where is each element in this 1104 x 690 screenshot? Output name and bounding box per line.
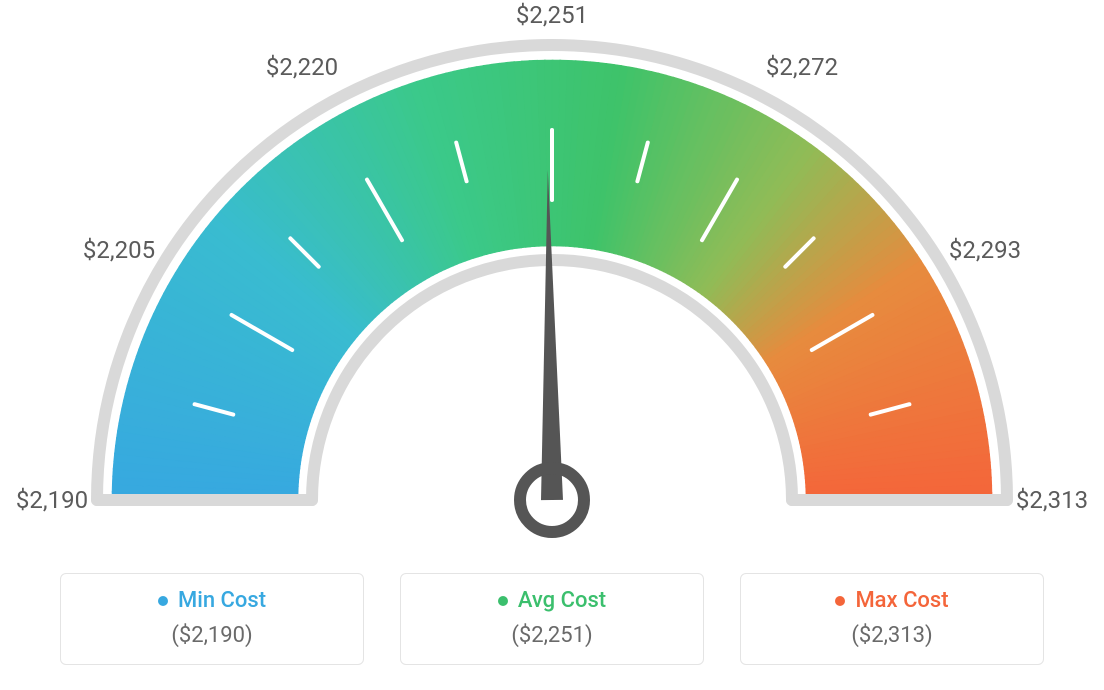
gauge-tick-label: $2,272 — [766, 53, 838, 81]
legend-label-max: Max Cost — [855, 588, 948, 613]
legend-value-min: ($2,190) — [71, 623, 353, 648]
legend-value-avg: ($2,251) — [411, 623, 693, 648]
legend-dot-avg — [498, 596, 508, 606]
legend-dot-min — [158, 596, 168, 606]
legend-card-avg: Avg Cost ($2,251) — [400, 573, 704, 665]
gauge-tick-label: $2,293 — [949, 236, 1021, 264]
gauge-chart: $2,190 $2,205 $2,220 $2,251 $2,272 $2,293 $2,3… — [0, 0, 1104, 540]
legend-row: Min Cost ($2,190) Avg Cost ($2,251) Max … — [0, 573, 1104, 665]
legend-card-min: Min Cost ($2,190) — [60, 573, 364, 665]
legend-title-avg: Avg Cost — [498, 588, 606, 613]
legend-label-min: Min Cost — [178, 588, 266, 613]
gauge-tick-label: $2,313 — [1016, 486, 1088, 514]
legend-title-max: Max Cost — [835, 588, 948, 613]
legend-dot-max — [835, 596, 845, 606]
gauge-tick-label: $2,190 — [16, 486, 88, 514]
gauge-svg — [0, 0, 1104, 540]
gauge-tick-label: $2,220 — [266, 53, 338, 81]
legend-title-min: Min Cost — [158, 588, 266, 613]
gauge-tick-label: $2,251 — [516, 1, 588, 29]
gauge-tick-label: $2,205 — [83, 236, 155, 264]
legend-label-avg: Avg Cost — [518, 588, 606, 613]
legend-card-max: Max Cost ($2,313) — [740, 573, 1044, 665]
legend-value-max: ($2,313) — [751, 623, 1033, 648]
